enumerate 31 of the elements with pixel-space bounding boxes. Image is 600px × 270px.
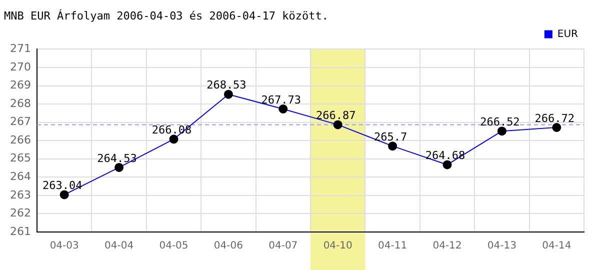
x-tick-label: 04-12 xyxy=(432,240,462,252)
x-tick-label: 04-04 xyxy=(104,240,134,252)
x-tick-label: 04-05 xyxy=(159,240,188,252)
y-tick-label: 266 xyxy=(10,133,31,146)
legend-label: EUR xyxy=(557,28,578,40)
data-label: 268.53 xyxy=(206,78,246,92)
x-tick-label: 04-03 xyxy=(50,240,79,252)
x-tick-label: 04-13 xyxy=(487,240,516,252)
data-label: 267.73 xyxy=(261,93,302,106)
x-tick-label: 04-06 xyxy=(214,240,243,252)
data-label: 263.04 xyxy=(42,179,83,192)
y-tick-label: 270 xyxy=(10,60,31,74)
x-tick-label: 04-07 xyxy=(268,240,298,252)
x-tick-label: 04-10 xyxy=(323,240,352,252)
y-tick-label: 261 xyxy=(10,224,31,238)
y-tick-label: 268 xyxy=(10,96,31,110)
data-label: 266.87 xyxy=(316,109,356,122)
data-label: 266.72 xyxy=(534,112,575,125)
y-tick-label: 263 xyxy=(10,188,31,202)
data-label: 264.53 xyxy=(97,152,137,165)
y-tick-label: 264 xyxy=(10,170,31,184)
y-tick-label: 265 xyxy=(10,152,31,165)
chart-title: MNB EUR Árfolyam 2006-04-03 és 2006-04-17 között. xyxy=(4,8,329,22)
data-label: 266.52 xyxy=(480,115,520,128)
y-tick-label: 269 xyxy=(10,78,31,92)
y-tick-label: 262 xyxy=(10,206,31,220)
y-tick-label: 267 xyxy=(10,115,31,128)
y-tick-label: 271 xyxy=(10,42,31,56)
data-label: 265.7 xyxy=(374,130,408,144)
x-tick-label: 04-11 xyxy=(378,240,408,252)
x-tick-label: 04-14 xyxy=(542,240,572,252)
